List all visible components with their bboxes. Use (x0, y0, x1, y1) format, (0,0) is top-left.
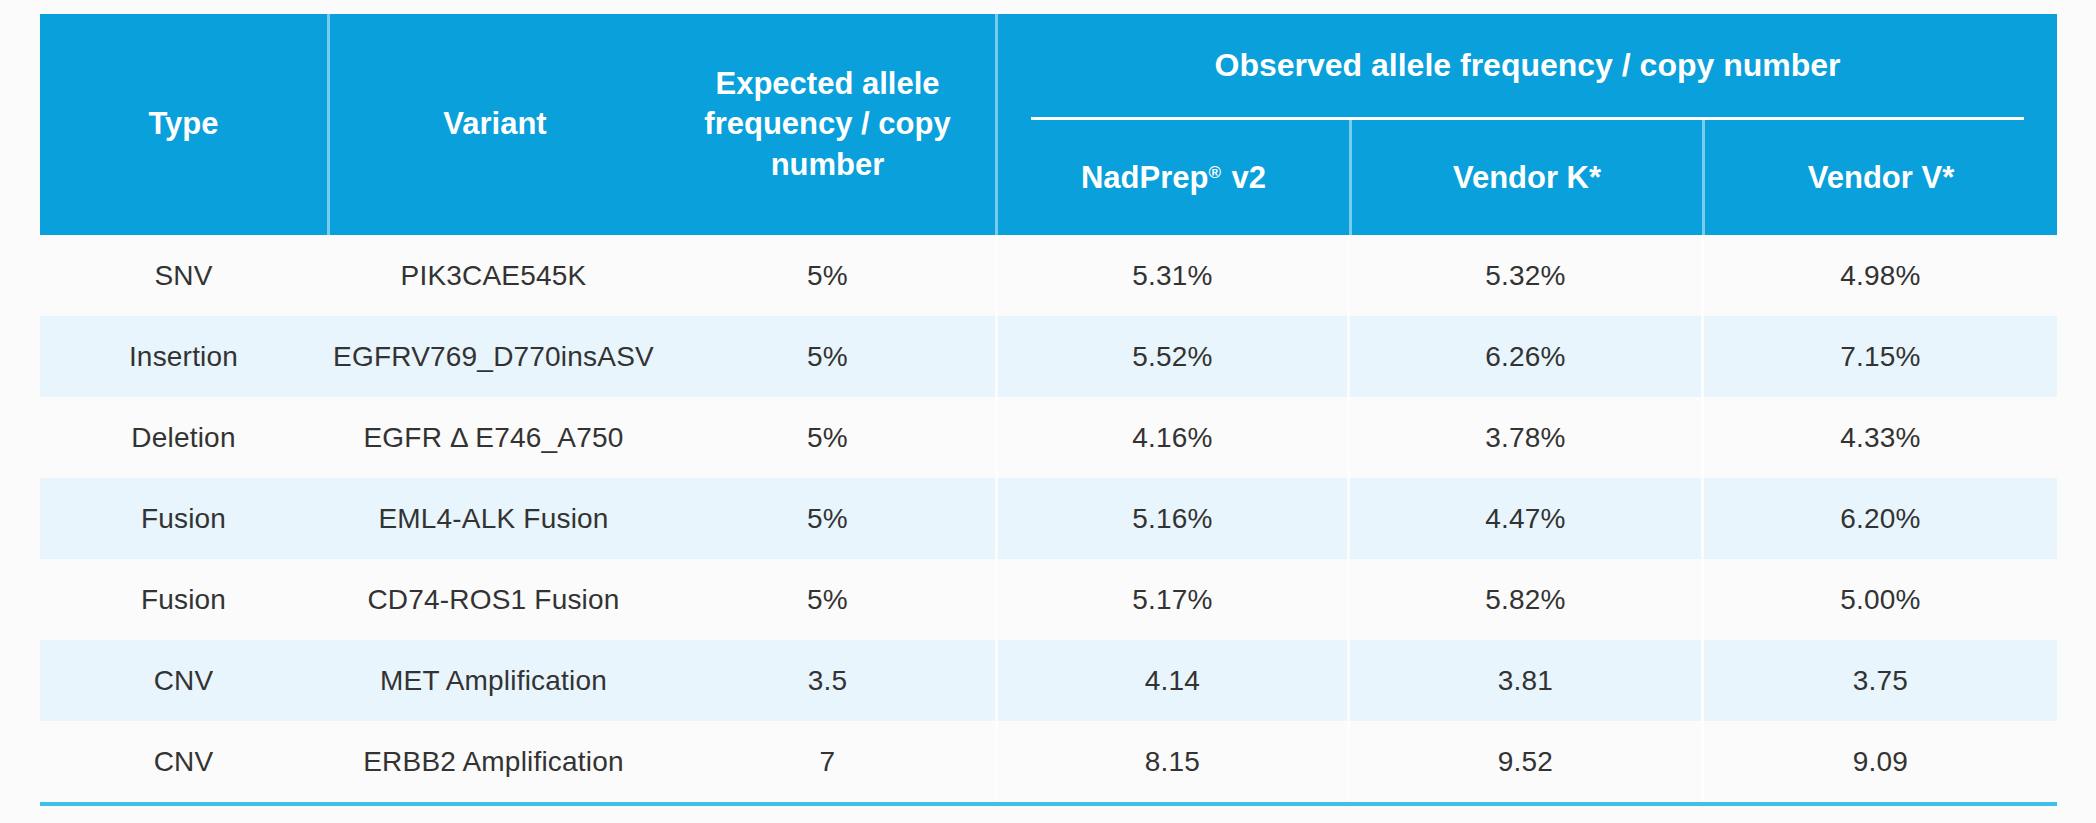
cell-variant: CD74-ROS1 Fusion (327, 559, 660, 640)
cell-type: Insertion (40, 316, 327, 397)
cell-type: CNV (40, 721, 327, 802)
cell-vendor-k: 4.47% (1347, 478, 1701, 559)
cell-expected: 3.5 (660, 640, 995, 721)
cell-variant: EGFRV769_D770insASV (327, 316, 660, 397)
cell-variant: MET Amplification (327, 640, 660, 721)
subheader-vendor-v: Vendor V* (1702, 120, 2057, 235)
header-group-observed: Observed allele frequency / copy number … (995, 14, 2057, 235)
table-row-insertion: Insertion EGFRV769_D770insASV 5% 5.52% 6… (40, 316, 2057, 397)
cell-expected: 5% (660, 559, 995, 640)
observed-subheader-row: NadPrep® v2 Vendor K* Vendor V* (998, 120, 2057, 235)
cell-nadprep: 4.16% (995, 397, 1347, 478)
cell-vendor-k: 5.82% (1347, 559, 1701, 640)
table-row-cnv-met: CNV MET Amplification 3.5 4.14 3.81 3.75 (40, 640, 2057, 721)
header-cell-variant: Variant (327, 14, 660, 235)
table-body: SNV PIK3CAE545K 5% 5.31% 5.32% 4.98% Ins… (40, 235, 2057, 802)
cell-vendor-v: 7.15% (1701, 316, 2057, 397)
cell-vendor-k: 3.78% (1347, 397, 1701, 478)
table-header: Type Variant Expected allele frequency /… (40, 14, 2057, 235)
cell-expected: 5% (660, 397, 995, 478)
cell-nadprep: 4.14 (995, 640, 1347, 721)
cell-variant: EGFR Δ E746_A750 (327, 397, 660, 478)
variant-comparison-table: Type Variant Expected allele frequency /… (40, 14, 2057, 806)
cell-vendor-v: 4.98% (1701, 235, 2057, 316)
cell-expected: 5% (660, 235, 995, 316)
header-cell-expected: Expected allele frequency / copy number (660, 14, 995, 235)
cell-vendor-v: 9.09 (1701, 721, 2057, 802)
cell-vendor-k: 9.52 (1347, 721, 1701, 802)
cell-vendor-v: 4.33% (1701, 397, 2057, 478)
cell-type: Deletion (40, 397, 327, 478)
cell-nadprep: 5.16% (995, 478, 1347, 559)
table-row-fusion-eml4: Fusion EML4-ALK Fusion 5% 5.16% 4.47% 6.… (40, 478, 2057, 559)
cell-vendor-k: 6.26% (1347, 316, 1701, 397)
cell-vendor-k: 3.81 (1347, 640, 1701, 721)
cell-variant: EML4-ALK Fusion (327, 478, 660, 559)
cell-nadprep: 8.15 (995, 721, 1347, 802)
cell-nadprep: 5.31% (995, 235, 1347, 316)
table-bottom-border (40, 802, 2057, 806)
cell-variant: PIK3CAE545K (327, 235, 660, 316)
cell-vendor-v: 6.20% (1701, 478, 2057, 559)
cell-expected: 7 (660, 721, 995, 802)
cell-variant: ERBB2 Amplification (327, 721, 660, 802)
table-row-deletion: Deletion EGFR Δ E746_A750 5% 4.16% 3.78%… (40, 397, 2057, 478)
cell-vendor-v: 5.00% (1701, 559, 2057, 640)
observed-group-title: Observed allele frequency / copy number (998, 14, 2057, 117)
table-row-fusion-cd74: Fusion CD74-ROS1 Fusion 5% 5.17% 5.82% 5… (40, 559, 2057, 640)
cell-vendor-k: 5.32% (1347, 235, 1701, 316)
subheader-vendor-k: Vendor K* (1349, 120, 1702, 235)
nadprep-label: NadPrep® v2 (1081, 160, 1266, 196)
table-row-cnv-erbb2: CNV ERBB2 Amplification 7 8.15 9.52 9.09 (40, 721, 2057, 802)
cell-expected: 5% (660, 478, 995, 559)
cell-type: Fusion (40, 559, 327, 640)
cell-nadprep: 5.52% (995, 316, 1347, 397)
cell-expected: 5% (660, 316, 995, 397)
registered-trademark-symbol: ® (1208, 163, 1223, 182)
cell-type: Fusion (40, 478, 327, 559)
cell-vendor-v: 3.75 (1701, 640, 2057, 721)
subheader-nadprep: NadPrep® v2 (998, 120, 1349, 235)
cell-type: SNV (40, 235, 327, 316)
table-row-snv: SNV PIK3CAE545K 5% 5.31% 5.32% 4.98% (40, 235, 2057, 316)
cell-type: CNV (40, 640, 327, 721)
cell-nadprep: 5.17% (995, 559, 1347, 640)
header-cell-type: Type (40, 14, 327, 235)
